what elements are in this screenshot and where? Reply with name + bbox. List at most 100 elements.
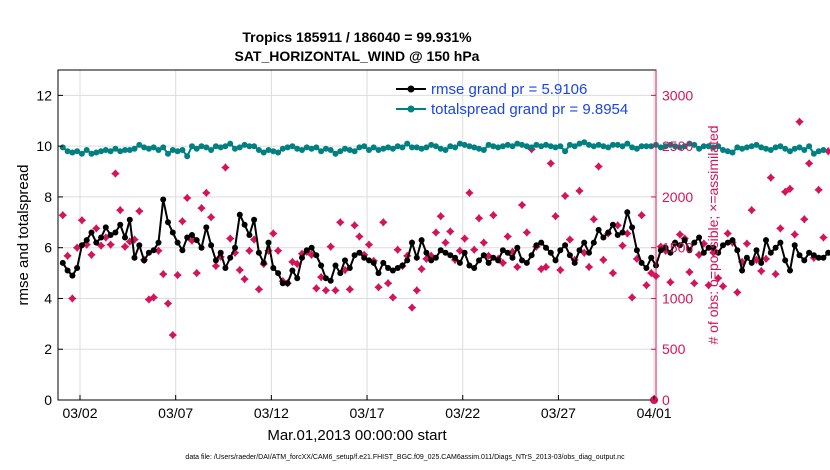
rmse-point [566, 252, 573, 259]
obs-point [192, 268, 201, 278]
obs-point [733, 288, 742, 297]
obs-point [675, 230, 685, 239]
rmse-point [432, 254, 439, 261]
totalspread-point [145, 145, 152, 152]
rmse-point [758, 259, 765, 266]
rmse-point [150, 247, 157, 254]
rmse-point [83, 237, 90, 244]
rmse-point [198, 244, 205, 251]
obs-point [379, 218, 388, 227]
obs-point [790, 230, 799, 239]
totalspread-point [461, 141, 468, 148]
obs-point [154, 246, 163, 255]
x-tick-label: 03/27 [541, 405, 576, 421]
totalspread-point [217, 144, 224, 151]
totalspread-point [394, 143, 401, 150]
rmse-point [160, 196, 167, 203]
totalspread-point [356, 144, 363, 151]
totalspread-point [557, 143, 564, 150]
rmse-point [313, 252, 320, 259]
obs-point [388, 293, 398, 302]
totalspread-point [361, 143, 368, 150]
rmse-point [452, 254, 459, 261]
rmse-point [825, 249, 830, 256]
legend: rmse grand pr = 5.9106 totalspread grand… [396, 81, 628, 118]
rmse-point [720, 242, 726, 249]
totalspread-point [523, 143, 530, 150]
obs-point [800, 215, 809, 224]
rmse-point [165, 219, 171, 226]
totalspread-point [485, 141, 492, 148]
rmse-point [255, 249, 262, 256]
totalspread-point [576, 140, 583, 147]
rmse-point [351, 252, 358, 259]
obs-point [474, 214, 484, 223]
rmse-point [624, 209, 631, 216]
totalspread-point [64, 148, 71, 155]
rmse-point [117, 221, 124, 228]
totalspread-point [318, 148, 325, 155]
rmse-point [710, 244, 717, 251]
totalspread-point [437, 145, 444, 152]
obs-point [355, 232, 364, 241]
rmse-point [777, 239, 784, 246]
rmse-point [327, 277, 334, 284]
rmse-point [782, 257, 789, 264]
totalspread-point [174, 148, 181, 155]
y2-tick-label: 500 [662, 341, 686, 357]
obs-point [187, 236, 197, 245]
totalspread-point [590, 143, 597, 150]
totalspread-point [294, 145, 301, 152]
totalspread-point [102, 147, 109, 153]
totalspread-point [676, 144, 683, 151]
totalspread-point [624, 140, 631, 147]
rmse-point [600, 234, 607, 241]
totalspread-point [581, 139, 588, 146]
rmse-point [763, 237, 769, 244]
rmse-point [590, 239, 597, 246]
totalspread-point [98, 148, 105, 155]
y-tick-label: 0 [44, 392, 52, 408]
y-tick-label: 12 [36, 87, 52, 103]
rmse-point [557, 247, 564, 254]
y-axis-label: rmse and totalspread [15, 165, 32, 306]
obs-point [666, 278, 675, 287]
totalspread-point [88, 150, 95, 157]
rmse-point [399, 262, 406, 269]
totalspread-point [227, 140, 234, 147]
totalspread-point [193, 145, 200, 152]
obs-point [68, 294, 77, 303]
obs-point [216, 252, 225, 262]
rmse-point [284, 280, 291, 287]
rmse-point [265, 239, 272, 246]
obs-point [713, 273, 723, 283]
totalspread-point [758, 144, 765, 151]
totalspread-point [753, 141, 760, 148]
obs-point [144, 295, 154, 304]
obs-point [436, 212, 445, 221]
rmse-point [251, 216, 258, 223]
obs-point [536, 264, 546, 274]
obs-point [479, 238, 488, 247]
rmse-point [739, 267, 746, 274]
rmse-point [346, 265, 353, 271]
rmse-point [155, 239, 162, 246]
totalspread-point [571, 143, 578, 150]
rmse-point [648, 254, 655, 261]
totalspread-point [815, 148, 822, 155]
obs-point [202, 188, 211, 198]
obs-point [163, 299, 173, 308]
totalspread-point [600, 143, 607, 150]
totalspread-point [428, 141, 435, 148]
obs-point [742, 239, 752, 248]
obs-point [77, 216, 87, 225]
rmse-point [141, 257, 148, 264]
rmse-point [174, 239, 181, 246]
totalspread-point [619, 143, 626, 150]
rmse-point [145, 249, 152, 256]
y-tick-label: 6 [44, 240, 52, 256]
data-file-footer: data file: /Users/raeder/DAI/ATM_forcXX/… [185, 454, 625, 461]
rmse-point [246, 232, 253, 238]
obs-point [249, 235, 259, 244]
